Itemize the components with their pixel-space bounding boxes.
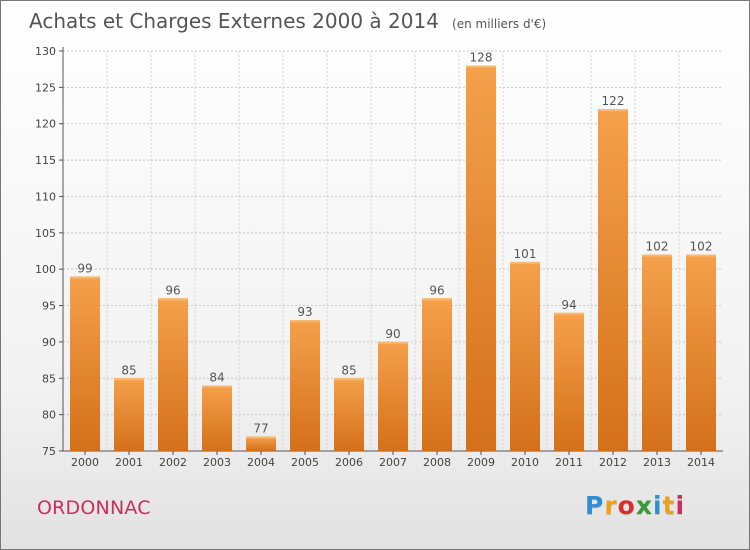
data-label: 93 bbox=[297, 305, 312, 319]
y-tick-label: 115 bbox=[35, 154, 56, 167]
axes: 75 80 85 90 95 100 105 110 115 120 125 130 2000 2001 2… bbox=[35, 45, 723, 469]
bar-highlight bbox=[202, 385, 232, 388]
logo-letter: r bbox=[604, 491, 618, 520]
data-label: 102 bbox=[690, 240, 713, 254]
y-tick-label: 80 bbox=[42, 409, 56, 422]
y-tick-label: 90 bbox=[42, 336, 56, 349]
chart-unit: (en milliers d'€) bbox=[452, 17, 547, 31]
y-tick-label: 105 bbox=[35, 227, 56, 240]
bar-highlight bbox=[158, 298, 188, 301]
bar bbox=[598, 109, 628, 451]
x-tick-label: 2007 bbox=[379, 456, 407, 469]
logo-letter: t bbox=[662, 491, 676, 520]
town-name: ORDONNAC bbox=[37, 497, 151, 519]
x-tick-label: 2013 bbox=[643, 456, 671, 469]
y-tick-label: 75 bbox=[42, 445, 56, 458]
x-tick-label: 2011 bbox=[555, 456, 583, 469]
bar bbox=[114, 378, 144, 451]
x-tick-label: 2003 bbox=[203, 456, 231, 469]
bars bbox=[70, 65, 716, 451]
bar bbox=[290, 320, 320, 451]
data-label: 84 bbox=[209, 371, 224, 385]
bar-highlight bbox=[510, 261, 540, 264]
bar-highlight bbox=[554, 312, 584, 315]
bar bbox=[378, 341, 408, 451]
proxiti-logo: Proxiti bbox=[585, 491, 685, 520]
bar-highlight bbox=[334, 378, 364, 381]
data-label: 102 bbox=[646, 240, 669, 254]
bar bbox=[466, 65, 496, 451]
x-tick-label: 2001 bbox=[115, 456, 143, 469]
x-tick-label: 2010 bbox=[511, 456, 539, 469]
logo-letter: x bbox=[635, 491, 653, 520]
x-tick-label: 2014 bbox=[687, 456, 715, 469]
x-tick-label: 2006 bbox=[335, 456, 363, 469]
bar-highlight bbox=[598, 109, 628, 112]
data-label: 85 bbox=[121, 363, 136, 377]
bar-highlight bbox=[114, 378, 144, 381]
chart-title-text: Achats et Charges Externes 2000 à 2014 bbox=[29, 9, 439, 33]
logo-letter: o bbox=[617, 491, 636, 520]
bar-highlight bbox=[422, 298, 452, 301]
bar-highlight bbox=[642, 254, 672, 257]
y-tick-label: 125 bbox=[35, 81, 56, 94]
bar bbox=[70, 276, 100, 451]
x-tick-label: 2009 bbox=[467, 456, 495, 469]
data-label: 85 bbox=[341, 363, 356, 377]
logo-letter: i bbox=[675, 491, 686, 520]
bar bbox=[554, 312, 584, 451]
chart-title: Achats et Charges Externes 2000 à 2014 (… bbox=[29, 9, 546, 33]
bar bbox=[246, 436, 276, 451]
bar-highlight bbox=[290, 320, 320, 323]
logo-letter: P bbox=[585, 491, 605, 520]
data-label: 101 bbox=[514, 247, 537, 261]
bar bbox=[334, 378, 364, 451]
x-tick-label: 2008 bbox=[423, 456, 451, 469]
x-tick-label: 2002 bbox=[159, 456, 187, 469]
bar-highlight bbox=[466, 65, 496, 68]
bar bbox=[158, 298, 188, 451]
data-label: 90 bbox=[385, 327, 400, 341]
bar-highlight bbox=[70, 276, 100, 279]
bar-highlight bbox=[686, 254, 716, 257]
y-tick-label: 130 bbox=[35, 45, 56, 58]
data-label: 128 bbox=[470, 51, 493, 65]
y-tick-label: 100 bbox=[35, 263, 56, 276]
y-tick-label: 120 bbox=[35, 118, 56, 131]
x-tick-label: 2005 bbox=[291, 456, 319, 469]
bar-highlight bbox=[378, 341, 408, 344]
data-label: 122 bbox=[602, 94, 625, 108]
data-label: 99 bbox=[77, 261, 92, 275]
bar bbox=[202, 385, 232, 451]
y-tick-label: 110 bbox=[35, 190, 56, 203]
x-tick-label: 2000 bbox=[71, 456, 99, 469]
data-label: 77 bbox=[253, 421, 268, 435]
y-tick-label: 85 bbox=[42, 372, 56, 385]
data-label: 96 bbox=[429, 283, 444, 297]
x-tick-label: 2012 bbox=[599, 456, 627, 469]
bar bbox=[510, 261, 540, 451]
bar bbox=[642, 254, 672, 451]
logo-letter: i bbox=[653, 491, 663, 520]
data-label: 94 bbox=[561, 298, 576, 312]
y-tick-label: 95 bbox=[42, 300, 56, 313]
bar bbox=[422, 298, 452, 451]
bar-highlight bbox=[246, 436, 276, 439]
data-label: 96 bbox=[165, 283, 180, 297]
x-tick-label: 2004 bbox=[247, 456, 275, 469]
bar bbox=[686, 254, 716, 451]
data-labels: 99 85 96 84 77 93 85 90 96 128 101 94 122 102 102 bbox=[77, 51, 712, 436]
